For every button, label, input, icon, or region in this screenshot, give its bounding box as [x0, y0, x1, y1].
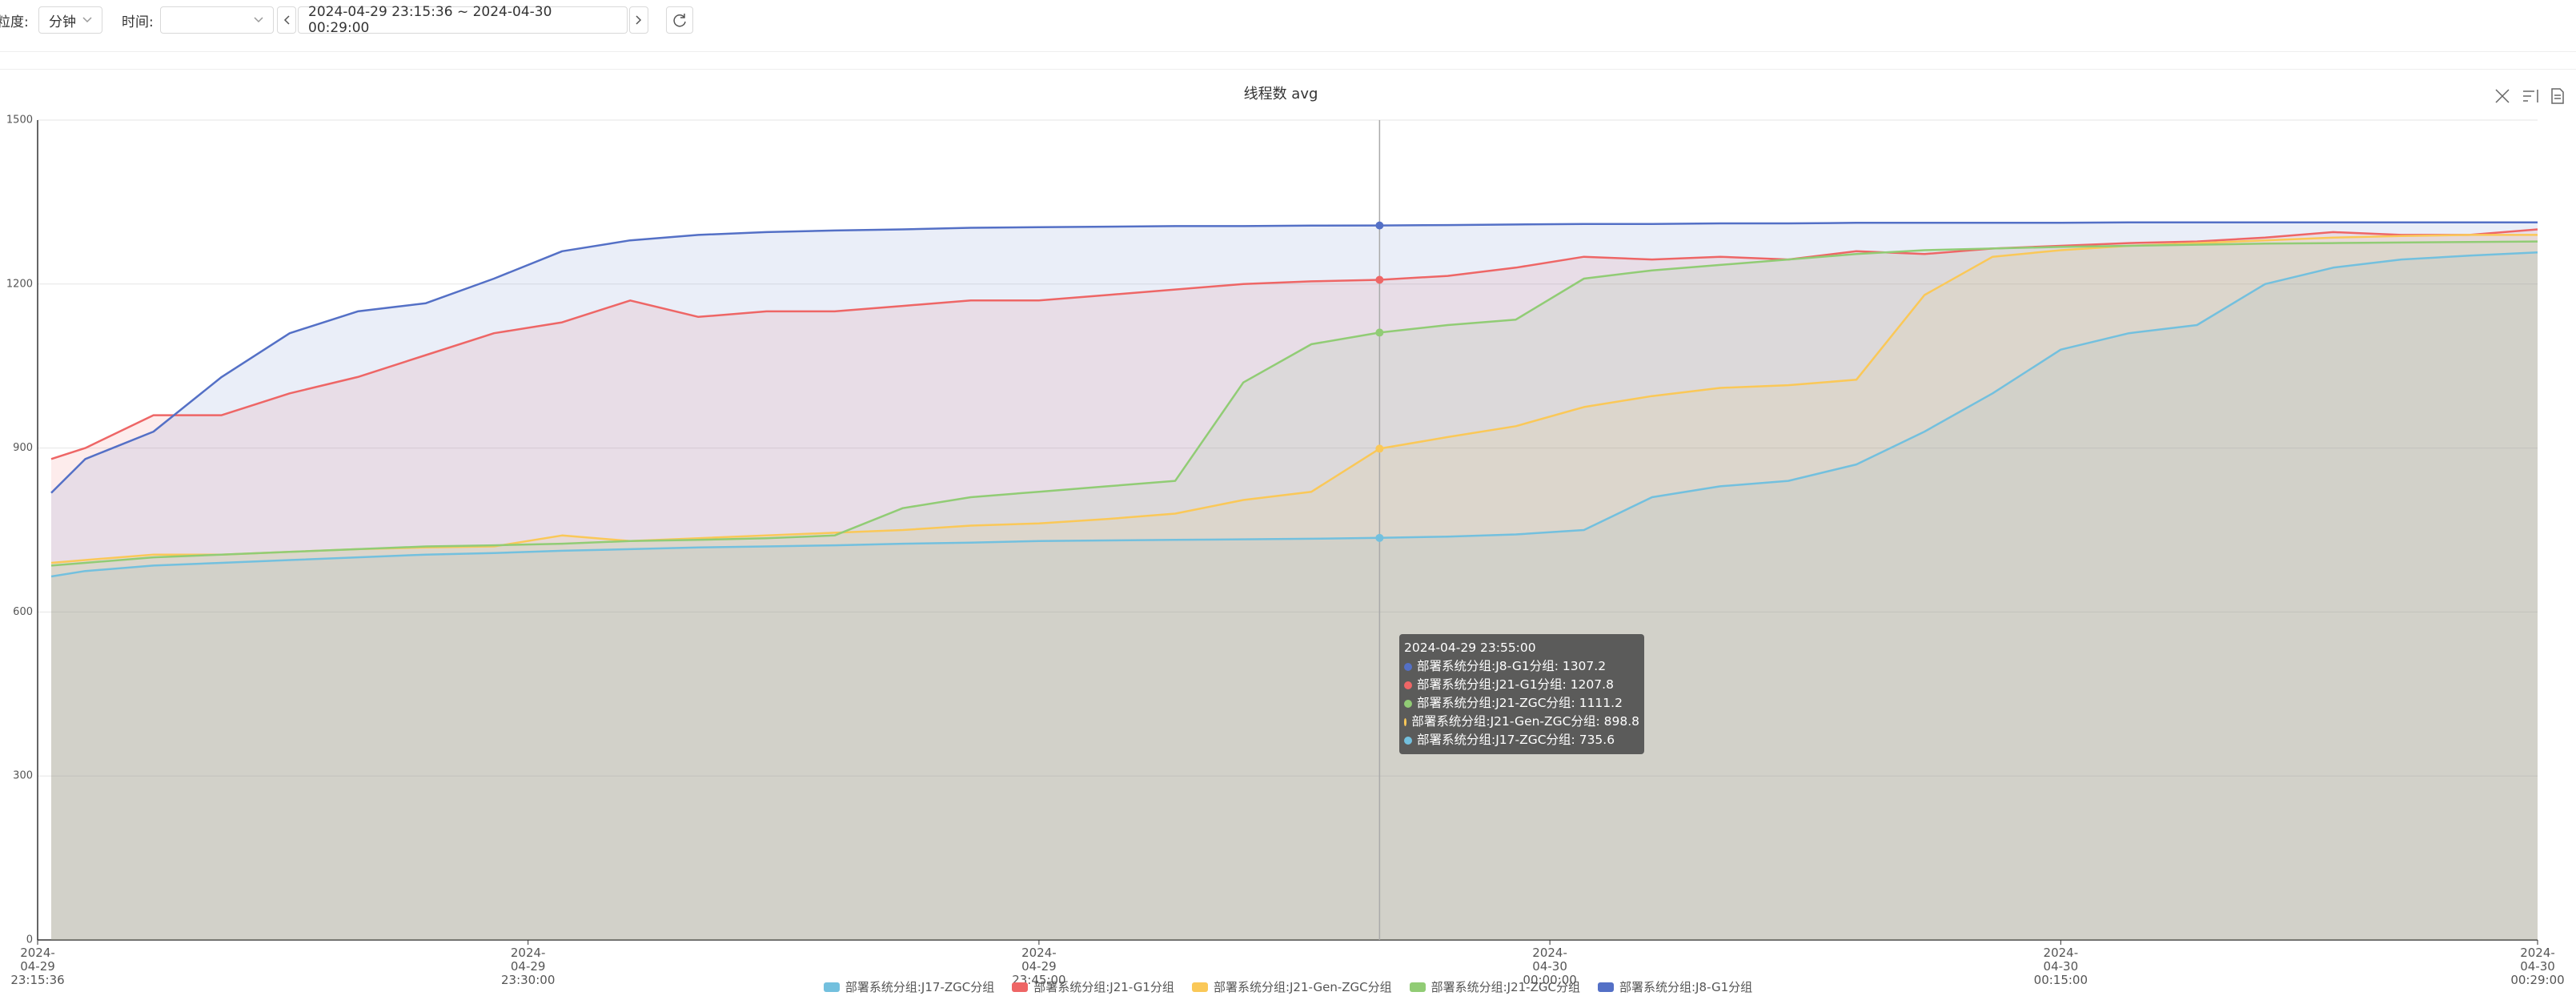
y-tick-label: 1200 — [6, 278, 33, 290]
tooltip-dot — [1404, 736, 1412, 745]
tooltip-row: 部署系统分组:J21-Gen-ZGC分组: 898.8 — [1404, 713, 1639, 731]
tooltip-dot — [1404, 699, 1412, 708]
tooltip-dot — [1404, 717, 1407, 726]
legend-swatch — [1597, 982, 1614, 992]
tooltip: 2024-04-29 23:55:00 部署系统分组:J8-G1分组: 1307.… — [1399, 634, 1644, 754]
hover-point — [1375, 444, 1384, 453]
granularity-label: 粒度: — [0, 14, 29, 30]
export-icon[interactable] — [2551, 88, 2564, 104]
tooltip-dot — [1404, 681, 1412, 689]
x-tick-label: 2024-04-29 23:30:00 — [500, 946, 556, 987]
legend-label: 部署系统分组:J21-Gen-ZGC分组 — [1213, 980, 1392, 994]
legend-label: 部署系统分组:J21-ZGC分组 — [1430, 980, 1580, 994]
toolbar: 粒度: 分钟 时间: 2024-04-29 23:15:36 ~ 2024-04… — [0, 0, 2576, 52]
refresh-icon — [673, 14, 686, 27]
legend-swatch — [1409, 982, 1426, 992]
legend-swatch — [1191, 982, 1208, 992]
tooltip-row: 部署系统分组:J21-G1分组: 1207.8 — [1404, 676, 1639, 694]
legend-item[interactable]: 部署系统分组:J17-ZGC分组 — [823, 978, 995, 995]
tooltip-dot — [1404, 662, 1412, 671]
area — [51, 241, 2538, 941]
legend-label: 部署系统分组:J21-G1分组 — [1033, 980, 1174, 994]
prev-button[interactable] — [277, 6, 296, 34]
chevron — [254, 17, 263, 23]
tooltip-text: 部署系统分组:J21-Gen-ZGC分组: 898.8 — [1411, 714, 1639, 729]
hover-point — [1375, 221, 1384, 230]
x-tick-label: 2024-04-30 00:00:00 — [1523, 946, 1577, 987]
chevron — [82, 17, 92, 23]
next-button[interactable] — [629, 6, 648, 34]
legend: 部署系统分组:J17-ZGC分组 部署系统分组:J21-G1分组 部署系统分组:J2… — [0, 978, 2576, 995]
tooltip-text: 部署系统分组:J17-ZGC分组: 735.6 — [1417, 733, 1615, 747]
lines — [50, 221, 2538, 578]
legend-label: 部署系统分组:J17-ZGC分组 — [845, 980, 995, 994]
series-line — [50, 240, 2538, 567]
tooltip-time: 2024-04-29 23:55:00 — [1404, 641, 1536, 655]
chart-tools[interactable] — [2495, 88, 2564, 104]
tooltip-row: 部署系统分组:J8-G1分组: 1307.2 — [1404, 657, 1639, 676]
y-tick-label: 1500 — [6, 114, 33, 127]
legend-item[interactable]: 部署系统分组:J8-G1分组 — [1597, 978, 1753, 995]
y-tick-label: 900 — [13, 442, 33, 454]
divider — [0, 69, 2576, 70]
next-icon — [636, 15, 642, 25]
refresh-button[interactable] — [666, 6, 693, 34]
area — [51, 252, 2538, 940]
tooltip-text: 部署系统分组:J8-G1分组: 1307.2 — [1417, 659, 1607, 673]
area — [51, 229, 2538, 940]
hover-point — [1375, 328, 1384, 337]
area — [51, 235, 2538, 940]
tooltip-text: 部署系统分组:J21-G1分组: 1207.8 — [1417, 677, 1614, 692]
x-tick-label: 2024-04-29 23:15:36 — [10, 946, 65, 987]
granularity-value: 分钟 — [49, 14, 76, 30]
hover-point — [1375, 533, 1384, 542]
legend-label: 部署系统分组:J8-G1分组 — [1619, 980, 1753, 994]
time-range[interactable]: 2024-04-29 23:15:36 ~ 2024-04-30 00:29:0… — [298, 4, 628, 36]
y-tick-label: 0 — [26, 934, 33, 946]
areas — [51, 222, 2538, 941]
prev-icon — [283, 15, 290, 25]
time-select[interactable] — [160, 6, 274, 34]
x-tick-label: 2024-04-29 23:45:00 — [1012, 946, 1066, 987]
time-label: 时间: — [122, 14, 154, 30]
y-tick-label: 300 — [13, 770, 33, 782]
legend-item[interactable]: 部署系统分组:J21-ZGC分组 — [1409, 978, 1580, 995]
series-line — [50, 228, 2538, 460]
legend-item[interactable]: 部署系统分组:J21-G1分组 — [1012, 978, 1174, 995]
granularity-select[interactable]: 分钟 — [38, 6, 102, 34]
tooltip-text: 部署系统分组:J21-ZGC分组: 1111.2 — [1417, 696, 1623, 710]
legend-item[interactable]: 部署系统分组:J21-Gen-ZGC分组 — [1191, 978, 1392, 995]
tooltip-row: 部署系统分组:J21-ZGC分组: 1111.2 — [1404, 694, 1639, 713]
x-tick-label: 2024-04-30 00:29:00 — [2510, 946, 2565, 987]
y-tick-label: 600 — [13, 606, 33, 618]
sort-icon[interactable] — [2523, 90, 2538, 102]
series-line — [50, 251, 2538, 578]
area — [51, 222, 2538, 940]
series-line — [50, 221, 2538, 494]
legend-swatch — [823, 982, 840, 992]
fullscreen-icon[interactable] — [2495, 89, 2510, 103]
x-tick-label: 2024-04-30 00:15:00 — [2033, 946, 2088, 987]
tooltip-row: 部署系统分组:J17-ZGC分组: 735.6 — [1404, 731, 1639, 749]
chart-title: 线程数 avg — [1244, 86, 1318, 102]
hover-point — [1375, 275, 1384, 284]
legend-swatch — [1012, 982, 1029, 992]
